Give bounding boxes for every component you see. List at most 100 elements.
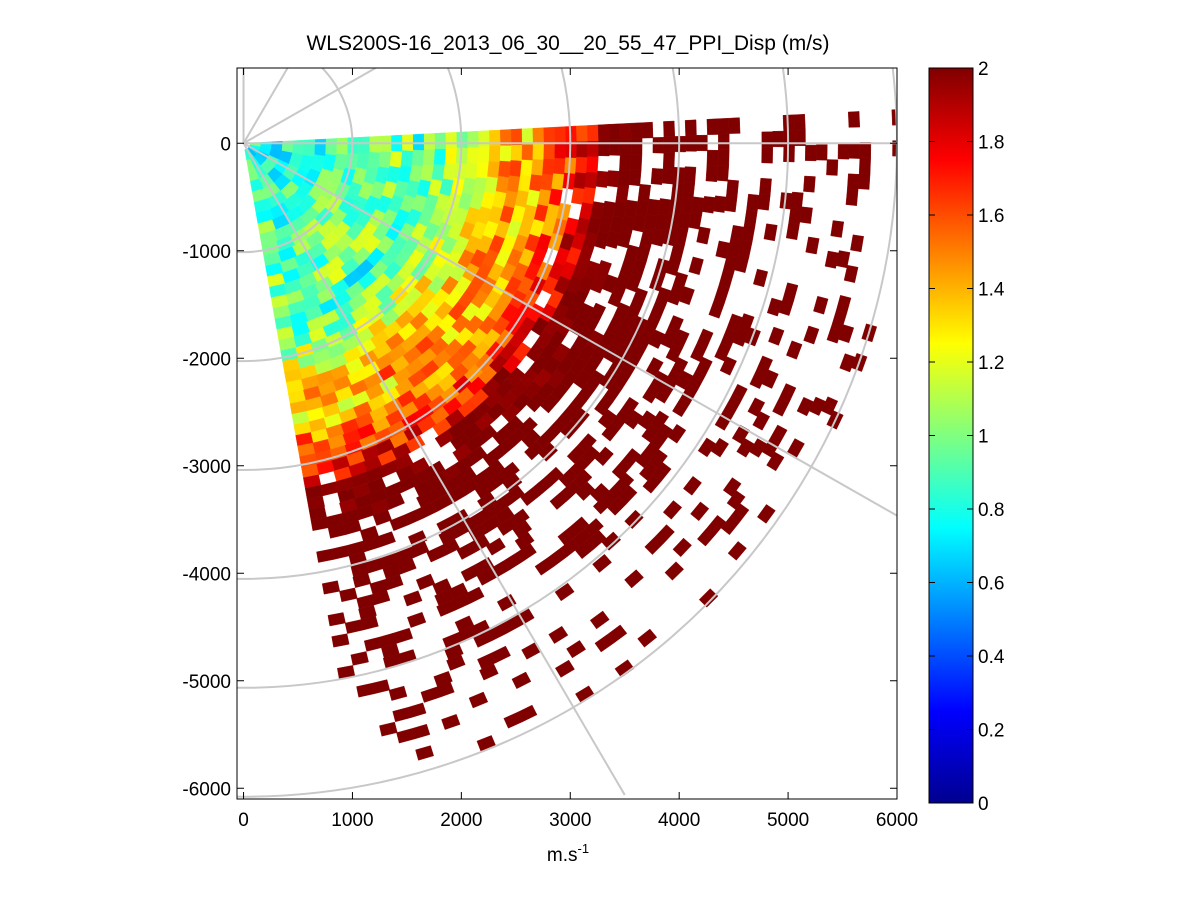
data-cell bbox=[630, 138, 643, 155]
colorbar-tick-label: 0.8 bbox=[978, 500, 1004, 521]
data-cell bbox=[859, 142, 872, 159]
data-cell bbox=[768, 326, 785, 346]
data-cell bbox=[487, 160, 501, 179]
data-cell bbox=[746, 193, 760, 212]
data-cell bbox=[836, 295, 852, 314]
data-cell bbox=[384, 574, 404, 590]
data-cell bbox=[358, 136, 370, 154]
data-cell bbox=[601, 531, 622, 551]
data-cell bbox=[637, 628, 658, 648]
data-cell bbox=[407, 611, 427, 628]
data-cell bbox=[531, 158, 544, 176]
data-cell bbox=[592, 554, 612, 573]
data-cell bbox=[521, 128, 534, 145]
data-cell bbox=[510, 144, 523, 161]
colorbar-tick-label: 2 bbox=[978, 59, 989, 80]
data-cell bbox=[575, 156, 588, 174]
data-cell bbox=[407, 530, 428, 547]
data-cell bbox=[786, 340, 803, 360]
axes-frame bbox=[236, 67, 898, 800]
x-tick-label: 2000 bbox=[440, 810, 482, 831]
data-cell bbox=[554, 126, 567, 143]
data-cell bbox=[752, 411, 771, 431]
data-cell bbox=[683, 476, 702, 496]
data-cell bbox=[858, 172, 871, 190]
data-cell bbox=[716, 164, 730, 182]
data-cell bbox=[350, 651, 369, 666]
data-cell bbox=[661, 167, 675, 185]
data-cell bbox=[663, 136, 676, 153]
data-cell bbox=[641, 121, 654, 139]
data-cell bbox=[830, 220, 845, 238]
data-cell bbox=[467, 130, 479, 148]
data-cell bbox=[826, 159, 839, 176]
data-cell bbox=[376, 531, 396, 548]
data-cell bbox=[696, 328, 714, 348]
colorbar-tick-label: 1.6 bbox=[978, 206, 1004, 227]
data-cell bbox=[630, 153, 643, 171]
data-cell bbox=[766, 451, 785, 472]
data-cell bbox=[532, 143, 545, 160]
data-cell bbox=[728, 117, 741, 134]
x-axis-label: m.s-1 bbox=[547, 841, 589, 866]
x-tick-label: 3000 bbox=[549, 810, 591, 831]
data-cell bbox=[690, 501, 710, 522]
y-tick-label: -5000 bbox=[182, 672, 231, 693]
data-cell bbox=[510, 508, 530, 527]
data-cell bbox=[303, 139, 316, 157]
data-cell bbox=[553, 157, 566, 175]
data-cell bbox=[706, 149, 719, 167]
data-cell bbox=[845, 188, 859, 206]
x-axis-label-superscript: -1 bbox=[578, 841, 590, 856]
data-cell bbox=[664, 561, 684, 581]
data-cell bbox=[730, 383, 748, 404]
x-tick-label: 1000 bbox=[331, 810, 373, 831]
data-cell bbox=[772, 130, 784, 148]
y-tick-label: -4000 bbox=[182, 564, 231, 585]
data-cell bbox=[688, 256, 704, 276]
data-cell bbox=[397, 558, 417, 575]
data-cell bbox=[415, 745, 434, 761]
data-cell bbox=[619, 154, 632, 171]
data-cell bbox=[360, 615, 379, 631]
data-cell bbox=[589, 610, 610, 630]
data-cell bbox=[891, 109, 897, 126]
data-cell bbox=[813, 295, 829, 315]
data-cell bbox=[698, 588, 719, 608]
data-cell bbox=[631, 287, 648, 307]
data-cell bbox=[672, 329, 690, 349]
data-cell bbox=[779, 383, 797, 403]
data-cell bbox=[652, 137, 665, 154]
data-cell bbox=[573, 171, 587, 190]
data-cell bbox=[838, 324, 855, 344]
data-cell bbox=[672, 537, 692, 558]
data-cell bbox=[682, 181, 696, 199]
data-cell bbox=[756, 355, 773, 375]
data-cell bbox=[411, 149, 425, 167]
data-cell bbox=[514, 531, 535, 551]
data-cell bbox=[584, 171, 598, 189]
data-cell bbox=[757, 193, 771, 211]
data-cell bbox=[835, 250, 851, 269]
data-cell bbox=[499, 145, 512, 162]
data-cell bbox=[433, 148, 447, 166]
data-cell bbox=[726, 179, 739, 197]
data-cell bbox=[388, 685, 408, 701]
data-cell bbox=[403, 590, 423, 607]
data-cell bbox=[435, 681, 455, 698]
data-cell bbox=[441, 714, 461, 730]
data-cell bbox=[769, 424, 788, 445]
data-cell bbox=[790, 191, 804, 209]
data-cell bbox=[445, 131, 458, 149]
data-cell bbox=[620, 396, 639, 417]
data-cell bbox=[696, 226, 711, 245]
data-cell bbox=[753, 268, 769, 288]
data-cell bbox=[667, 315, 684, 335]
x-tick-label: 0 bbox=[238, 810, 249, 831]
data-cell bbox=[650, 410, 670, 431]
data-cell bbox=[325, 138, 338, 156]
data-cell bbox=[744, 209, 758, 227]
data-cell bbox=[617, 169, 631, 187]
x-tick-label: 5000 bbox=[767, 810, 809, 831]
data-cell bbox=[400, 149, 414, 168]
